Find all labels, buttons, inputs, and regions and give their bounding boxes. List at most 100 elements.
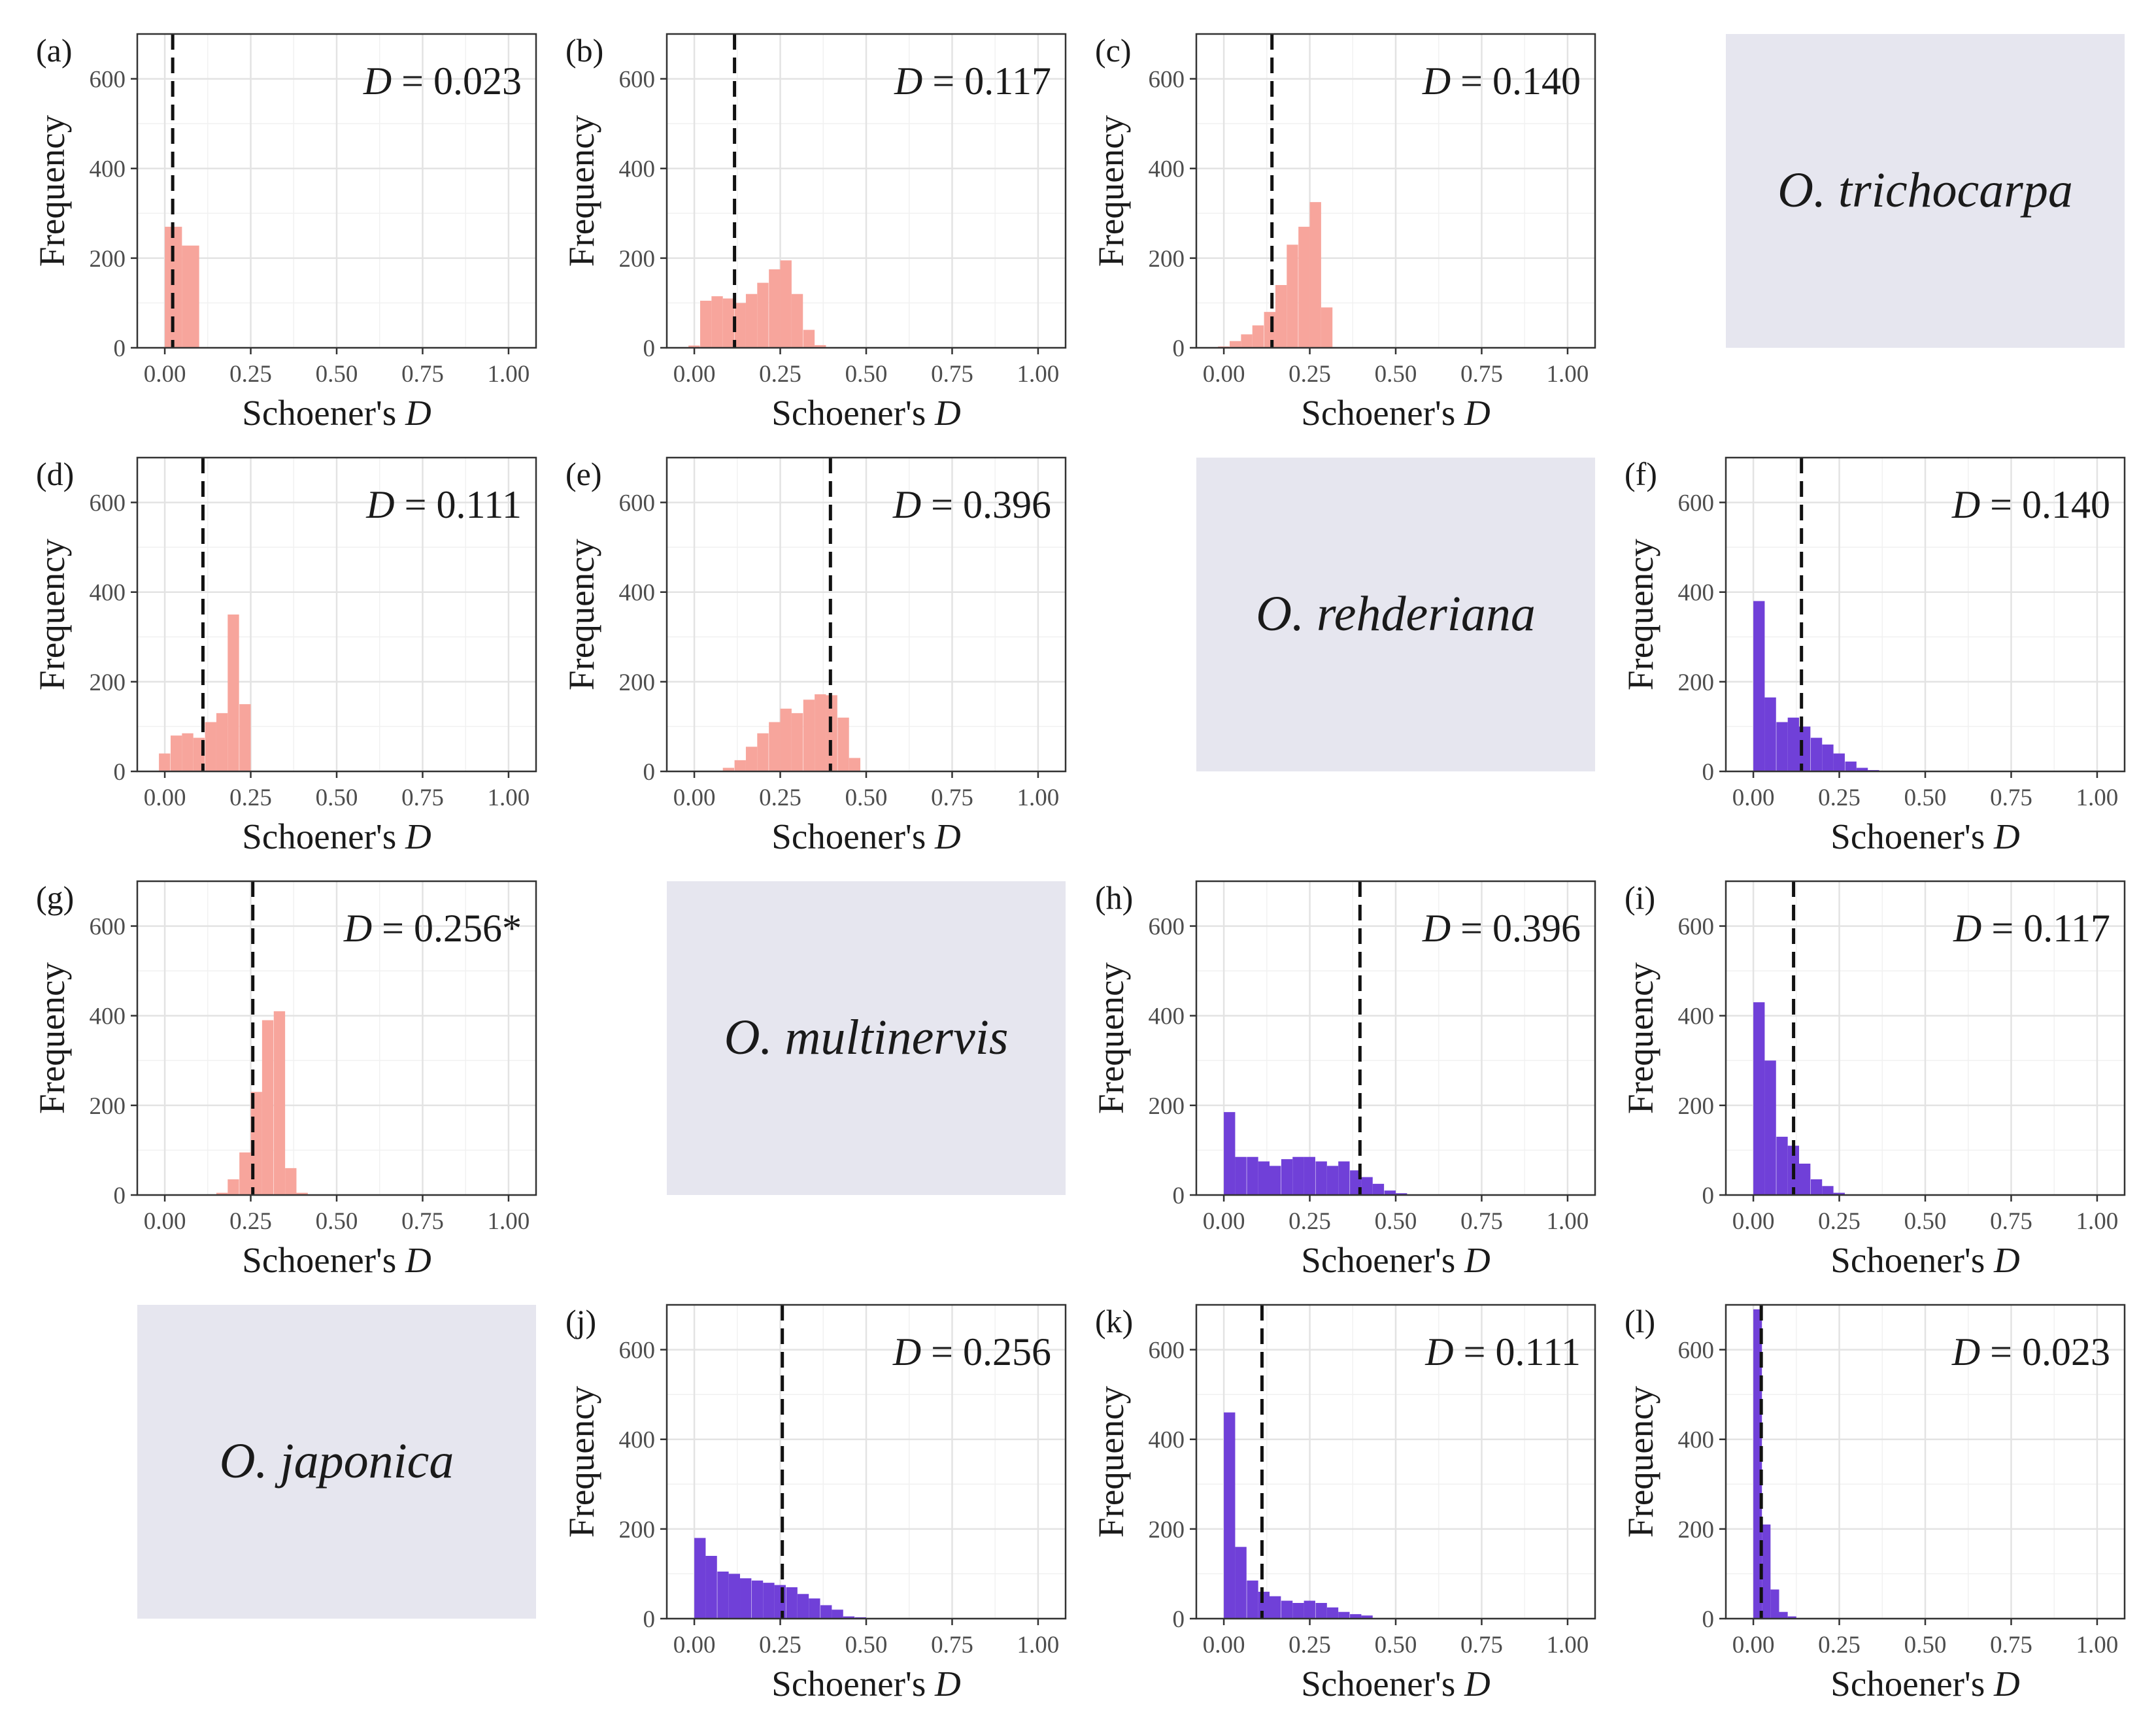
y-tick-label: 200 xyxy=(1678,669,1715,696)
y-tick-label: 600 xyxy=(619,1338,656,1364)
d-symbol: D xyxy=(1424,1330,1453,1373)
x-axis-title-var: D xyxy=(934,817,961,856)
x-tick-label: 0.00 xyxy=(1732,1208,1775,1235)
histogram-bar xyxy=(809,1598,820,1619)
y-tick-label: 200 xyxy=(90,246,126,273)
x-axis-title-var: D xyxy=(1993,1240,2020,1280)
x-tick-label: 0.75 xyxy=(1460,1208,1503,1235)
d-value-label: D = 0.111 xyxy=(1424,1330,1581,1373)
d-value-label: D = 0.140 xyxy=(1951,483,2110,526)
d-symbol: D xyxy=(343,907,372,950)
y-tick-label: 600 xyxy=(1149,914,1185,941)
histogram-bar xyxy=(1292,1603,1304,1619)
histogram-bar xyxy=(763,1583,775,1619)
histogram-bar xyxy=(216,713,228,771)
histogram-bar xyxy=(757,733,769,771)
panel-label: (e) xyxy=(565,456,602,492)
x-tick-label: 0.25 xyxy=(229,361,272,388)
x-tick-label: 0.75 xyxy=(401,1208,444,1235)
histogram-bar xyxy=(1810,1179,1823,1195)
histogram-bar xyxy=(1372,1183,1385,1195)
histogram-bar xyxy=(849,758,861,771)
x-tick-label: 1.00 xyxy=(2076,784,2119,811)
y-tick-label: 0 xyxy=(1173,1606,1185,1633)
y-axis-title: Frequency xyxy=(32,538,72,690)
x-tick-label: 0.75 xyxy=(1990,1632,2032,1659)
x-axis-title-text: Schoener's xyxy=(1301,393,1464,433)
x-tick-label: 1.00 xyxy=(488,1208,530,1235)
y-tick-label: 600 xyxy=(90,490,126,517)
histogram-bar xyxy=(745,294,758,348)
d-value-label: D = 0.256* xyxy=(343,907,522,950)
histogram-bar xyxy=(1281,1159,1293,1195)
x-tick-label: 0.25 xyxy=(229,1208,272,1235)
histogram-bar xyxy=(1338,1611,1350,1619)
y-tick-label: 200 xyxy=(1678,1517,1715,1543)
histogram-bar xyxy=(1304,1600,1315,1619)
histogram-bar xyxy=(769,722,781,771)
panel-j: 0.00 0.25 0.50 0.75 1.00 0 200 400 600 (j) D = 0.2… xyxy=(562,1303,1067,1704)
d-value: = 0.256 xyxy=(921,1330,1051,1373)
d-value-label: D = 0.140 xyxy=(1422,59,1581,103)
d-value: = 0.396 xyxy=(921,483,1051,526)
histogram-bar xyxy=(757,282,769,348)
x-tick-label: 0.00 xyxy=(1732,1632,1775,1659)
histogram-bar xyxy=(1264,312,1275,348)
x-tick-label: 0.25 xyxy=(759,1632,801,1659)
y-tick-label: 200 xyxy=(1678,1093,1715,1120)
y-axis-title: Frequency xyxy=(562,538,601,690)
panel-d: 0.00 0.25 0.50 0.75 1.00 0 200 400 600 (d) D = 0.1… xyxy=(32,456,537,856)
x-tick-label: 0.25 xyxy=(759,361,801,388)
d-value: = 0.111 xyxy=(1454,1330,1581,1373)
y-tick-label: 400 xyxy=(1678,580,1715,607)
y-tick-label: 0 xyxy=(114,1183,126,1209)
histogram-bar xyxy=(1787,1616,1796,1619)
histogram-bar xyxy=(843,1616,855,1619)
y-tick-label: 400 xyxy=(619,1427,656,1454)
d-symbol: D xyxy=(1951,483,1980,526)
y-tick-label: 600 xyxy=(90,67,126,93)
histogram-bar xyxy=(700,301,712,348)
y-tick-label: 400 xyxy=(619,580,656,607)
histogram-bar xyxy=(1799,726,1811,771)
y-tick-label: 0 xyxy=(643,335,656,362)
x-axis-title-text: Schoener's xyxy=(242,1240,405,1280)
x-axis-title-var: D xyxy=(405,1240,431,1280)
histogram-bar xyxy=(1764,697,1776,771)
x-tick-label: 0.00 xyxy=(1203,361,1245,388)
panel-label: (a) xyxy=(36,32,73,69)
d-symbol: D xyxy=(365,483,394,526)
histogram-bar xyxy=(273,1011,286,1195)
x-axis-title-text: Schoener's xyxy=(1830,1240,1994,1280)
y-tick-label: 200 xyxy=(619,1517,656,1543)
species-box xyxy=(667,881,1066,1195)
histogram-bar xyxy=(1338,1161,1350,1195)
panel-label: (g) xyxy=(36,879,74,916)
histogram-bar xyxy=(1799,1164,1811,1195)
y-tick-label: 600 xyxy=(619,67,656,93)
x-axis-title: Schoener's D xyxy=(242,817,431,856)
histogram-bar xyxy=(182,733,194,771)
histogram-bar xyxy=(734,303,746,348)
histogram-bar xyxy=(1776,1136,1788,1195)
x-tick-label: 0.75 xyxy=(401,361,444,388)
x-tick-label: 0.75 xyxy=(1990,784,2032,811)
x-tick-label: 0.75 xyxy=(931,361,973,388)
x-tick-label: 0.25 xyxy=(1818,1632,1861,1659)
x-axis-title: Schoener's D xyxy=(771,1664,960,1704)
x-axis-title-text: Schoener's xyxy=(771,817,935,856)
histogram-bar xyxy=(1315,1603,1327,1619)
x-axis-title: Schoener's D xyxy=(1301,393,1490,433)
histogram-bar xyxy=(722,298,735,348)
x-axis-title: Schoener's D xyxy=(1301,1664,1490,1704)
y-axis-title: Frequency xyxy=(1621,1385,1660,1538)
x-tick-label: 0.75 xyxy=(1990,1208,2032,1235)
histogram-bar xyxy=(751,1580,764,1619)
x-tick-label: 0.00 xyxy=(673,784,716,811)
panel-label: (d) xyxy=(36,456,74,492)
histogram-bar xyxy=(791,713,803,771)
histogram-bar xyxy=(239,704,251,771)
y-axis-title: Frequency xyxy=(1091,1385,1131,1538)
d-value-label: D = 0.111 xyxy=(365,483,522,526)
x-tick-label: 0.25 xyxy=(759,784,801,811)
